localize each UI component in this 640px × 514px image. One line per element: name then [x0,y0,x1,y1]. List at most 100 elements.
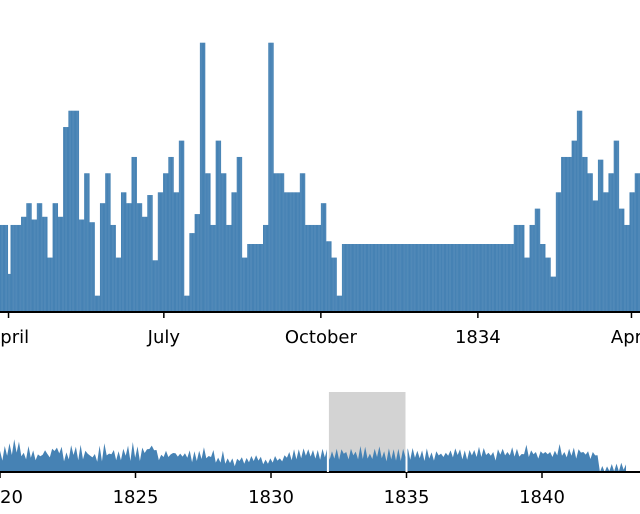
bar [442,244,444,312]
bar [161,192,163,312]
bar [197,214,199,312]
bar [565,156,567,312]
bar [556,192,558,312]
bar [466,244,468,312]
bar [553,276,555,312]
bar [511,244,513,312]
bar [581,110,583,312]
bar [56,203,59,312]
bar [124,192,126,312]
bar [528,257,530,312]
bar [270,42,272,312]
bar [130,203,132,312]
bar [293,192,295,312]
bar [428,244,430,312]
bar [178,140,180,312]
bar [222,173,224,312]
bar [199,214,201,312]
bar [613,140,615,312]
bar [470,244,472,312]
bar [496,244,498,312]
bar [429,244,431,312]
bar [38,203,40,312]
bar [162,192,164,312]
bar [150,195,152,312]
bar [522,224,524,312]
bar [184,295,186,312]
bar [146,216,148,312]
bar [15,224,17,312]
bar [36,203,38,312]
bar [464,244,466,312]
bar [225,173,227,312]
bar [143,216,145,312]
bar [81,219,83,312]
bar [261,244,263,312]
bar [305,224,307,312]
bar [70,110,72,312]
bar [499,244,501,312]
bar [381,244,383,312]
bar [421,244,423,312]
bar [617,140,619,312]
bar [568,156,571,312]
bar [294,192,296,312]
context-chart[interactable] [0,439,627,472]
bar [90,222,92,312]
bar [504,244,506,312]
bar [148,195,150,312]
bar [213,224,215,312]
bar [541,244,543,312]
bar [331,257,333,312]
bar [487,244,489,312]
bar [84,173,86,312]
bar [346,244,348,312]
bar [582,156,584,312]
bar [307,224,309,312]
bar [400,244,402,312]
bar [423,244,425,312]
bar [404,244,406,312]
bar [483,244,485,312]
bar [436,244,438,312]
focus-chart[interactable] [0,42,640,312]
bar [634,173,636,312]
bar [41,203,43,312]
bar [116,257,118,312]
bar [349,244,351,312]
bar [61,216,63,312]
bar [224,173,226,312]
bar [8,273,10,312]
bar [168,156,170,312]
bar [574,140,576,312]
bar [14,224,16,312]
bar [152,260,154,312]
bar [163,173,165,312]
bar [172,156,174,312]
bar [13,224,15,312]
bar [494,244,496,312]
bar [510,244,512,312]
bar [156,260,158,312]
bar [502,244,504,312]
bar [236,156,238,312]
bar [401,244,403,312]
bar [398,244,400,312]
bar [48,257,50,312]
bar [452,244,454,312]
bar [288,192,290,312]
bar [4,224,6,312]
bar [160,192,162,312]
bar [588,173,590,312]
bar [482,244,484,312]
bar [477,244,479,312]
bar [561,156,563,312]
bar [99,295,101,312]
bar [551,276,553,312]
bar [63,127,65,312]
bar [78,219,80,312]
bar [592,200,594,312]
bar [539,208,541,312]
bar [352,244,354,312]
bar [25,216,27,312]
